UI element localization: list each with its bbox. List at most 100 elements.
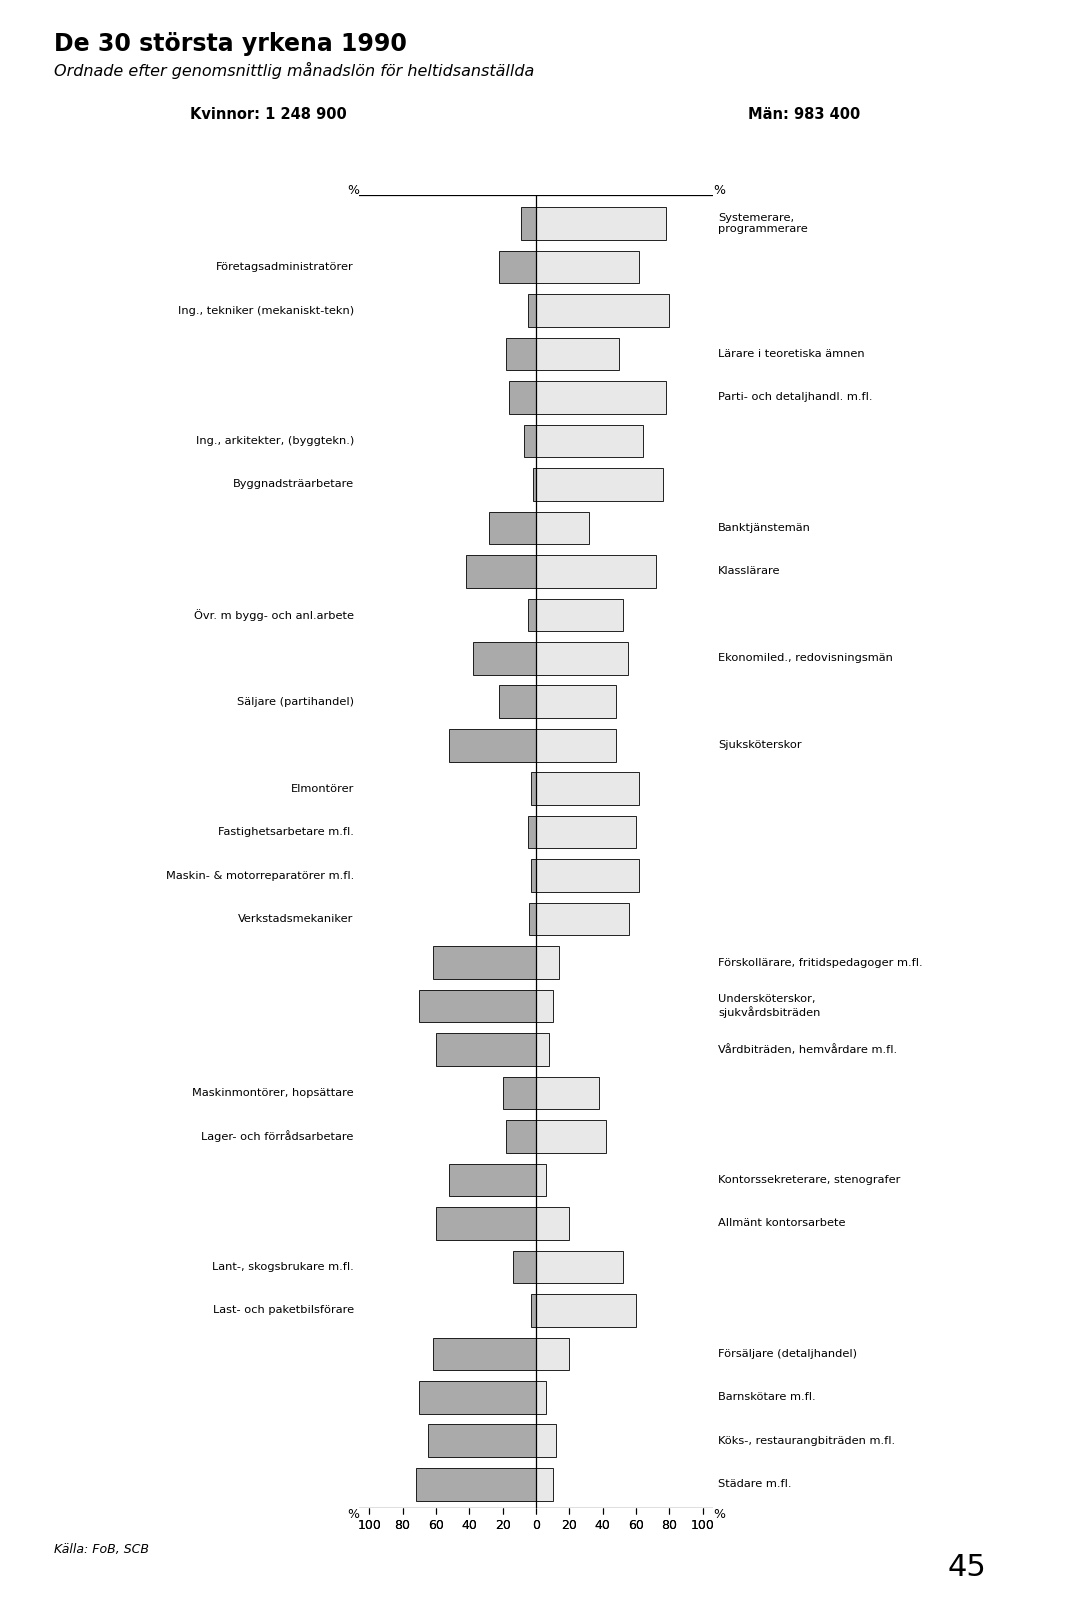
Text: Sjuksköterskor: Sjuksköterskor [718,740,802,751]
Bar [536,642,628,674]
Bar [536,1382,546,1414]
Bar [506,1121,536,1153]
Text: Ordnade efter genomsnittlig månadslön för heltidsanställda: Ordnade efter genomsnittlig månadslön fö… [54,62,534,80]
Bar [536,467,662,501]
Bar [527,817,536,849]
Bar [536,903,629,935]
Bar [536,685,616,719]
Bar [449,728,536,762]
Bar [531,1294,536,1327]
Bar [536,1337,569,1370]
Bar [536,1164,546,1196]
Text: Lant-, skogsbrukare m.fl.: Lant-, skogsbrukare m.fl. [212,1262,354,1271]
Text: Vårdbiträden, hemvårdare m.fl.: Vårdbiträden, hemvårdare m.fl. [718,1044,897,1055]
Bar [489,512,536,544]
Text: Lager- och förrådsarbetare: Lager- och förrådsarbetare [202,1130,354,1143]
Bar [536,295,670,327]
Text: Undersköterskor,
sjukvårdsbiträden: Undersköterskor, sjukvårdsbiträden [718,994,820,1018]
Bar [432,1337,536,1370]
Bar [531,860,536,892]
Bar [530,903,536,935]
Bar [500,685,536,719]
Bar [536,817,636,849]
Bar [466,556,536,588]
Bar [531,772,536,805]
Text: Säljare (partihandel): Säljare (partihandel) [237,696,354,706]
Bar [536,251,640,283]
Text: Män: 983 400: Män: 983 400 [748,107,860,122]
Text: Köks-, restaurangbiträden m.fl.: Köks-, restaurangbiträden m.fl. [718,1436,895,1446]
Bar [536,556,656,588]
Text: Övr. m bygg- och anl.arbete: Övr. m bygg- och anl.arbete [194,608,354,621]
Bar [436,1207,536,1239]
Text: Källa: FoB, SCB: Källa: FoB, SCB [54,1543,149,1556]
Bar [473,642,536,674]
Text: Banktjänstemän: Banktjänstemän [718,524,812,533]
Text: De 30 största yrkena 1990: De 30 största yrkena 1990 [54,32,406,56]
Bar [536,1468,553,1500]
Bar [533,467,536,501]
Bar [449,1164,536,1196]
Text: Allmänt kontorsarbete: Allmänt kontorsarbete [718,1218,846,1228]
Text: Förskollärare, fritidspedagoger m.fl.: Förskollärare, fritidspedagoger m.fl. [718,957,923,967]
Bar [536,381,666,413]
Text: Klasslärare: Klasslärare [718,567,780,576]
Bar [536,338,620,370]
Bar [527,295,536,327]
Bar [527,599,536,631]
Bar [536,1033,549,1066]
Bar [506,338,536,370]
Bar [503,1077,536,1109]
Bar [536,599,623,631]
Bar [512,1250,536,1282]
Text: Parti- och detaljhandl. m.fl.: Parti- och detaljhandl. m.fl. [718,392,873,402]
Bar [536,424,643,458]
Bar [536,1294,636,1327]
Text: Elmontörer: Elmontörer [291,784,354,794]
Text: Ing., tekniker (mekaniskt-tekn): Ing., tekniker (mekaniskt-tekn) [178,306,354,315]
Text: %: % [347,184,359,197]
Bar [428,1425,536,1457]
Bar [536,772,640,805]
Text: %: % [713,184,725,197]
Bar [536,989,553,1023]
Text: Försäljare (detaljhandel): Försäljare (detaljhandel) [718,1348,858,1359]
Bar [536,1207,569,1239]
Text: %: % [713,1508,725,1521]
Bar [500,251,536,283]
Text: Kvinnor: 1 248 900: Kvinnor: 1 248 900 [190,107,346,122]
Bar [416,1468,536,1500]
Text: Byggnadsträarbetare: Byggnadsträarbetare [233,479,354,490]
Text: Last- och paketbilsförare: Last- och paketbilsförare [212,1305,354,1316]
Text: 45: 45 [948,1553,986,1582]
Bar [536,1425,556,1457]
Bar [536,728,616,762]
Text: Företagsadministratörer: Företagsadministratörer [217,263,354,272]
Bar [536,860,640,892]
Bar [432,946,536,978]
Text: Städare m.fl.: Städare m.fl. [718,1479,792,1489]
Bar [419,1382,536,1414]
Bar [419,989,536,1023]
Text: Systemerare,
programmerare: Systemerare, programmerare [718,213,808,234]
Bar [524,424,536,458]
Text: Maskin- & motorreparatörer m.fl.: Maskin- & motorreparatörer m.fl. [165,871,354,881]
Text: Kontorssekreterare, stenografer: Kontorssekreterare, stenografer [718,1175,900,1185]
Bar [536,1250,623,1282]
Text: Verkstadsmekaniker: Verkstadsmekaniker [238,914,354,924]
Bar [436,1033,536,1066]
Bar [509,381,536,413]
Text: %: % [347,1508,359,1521]
Text: Barnskötare m.fl.: Barnskötare m.fl. [718,1393,816,1402]
Bar [521,207,536,240]
Text: Lärare i teoretiska ämnen: Lärare i teoretiska ämnen [718,349,865,359]
Text: Ing., arkitekter, (byggtekn.): Ing., arkitekter, (byggtekn.) [195,435,354,447]
Text: Maskinmontörer, hopsättare: Maskinmontörer, hopsättare [192,1089,354,1098]
Bar [536,512,590,544]
Text: Ekonomiled., redovisningsmän: Ekonomiled., redovisningsmän [718,653,893,663]
Text: Fastighetsarbetare m.fl.: Fastighetsarbetare m.fl. [218,828,354,837]
Bar [536,207,666,240]
Bar [536,1121,606,1153]
Bar [536,946,560,978]
Bar [536,1077,599,1109]
